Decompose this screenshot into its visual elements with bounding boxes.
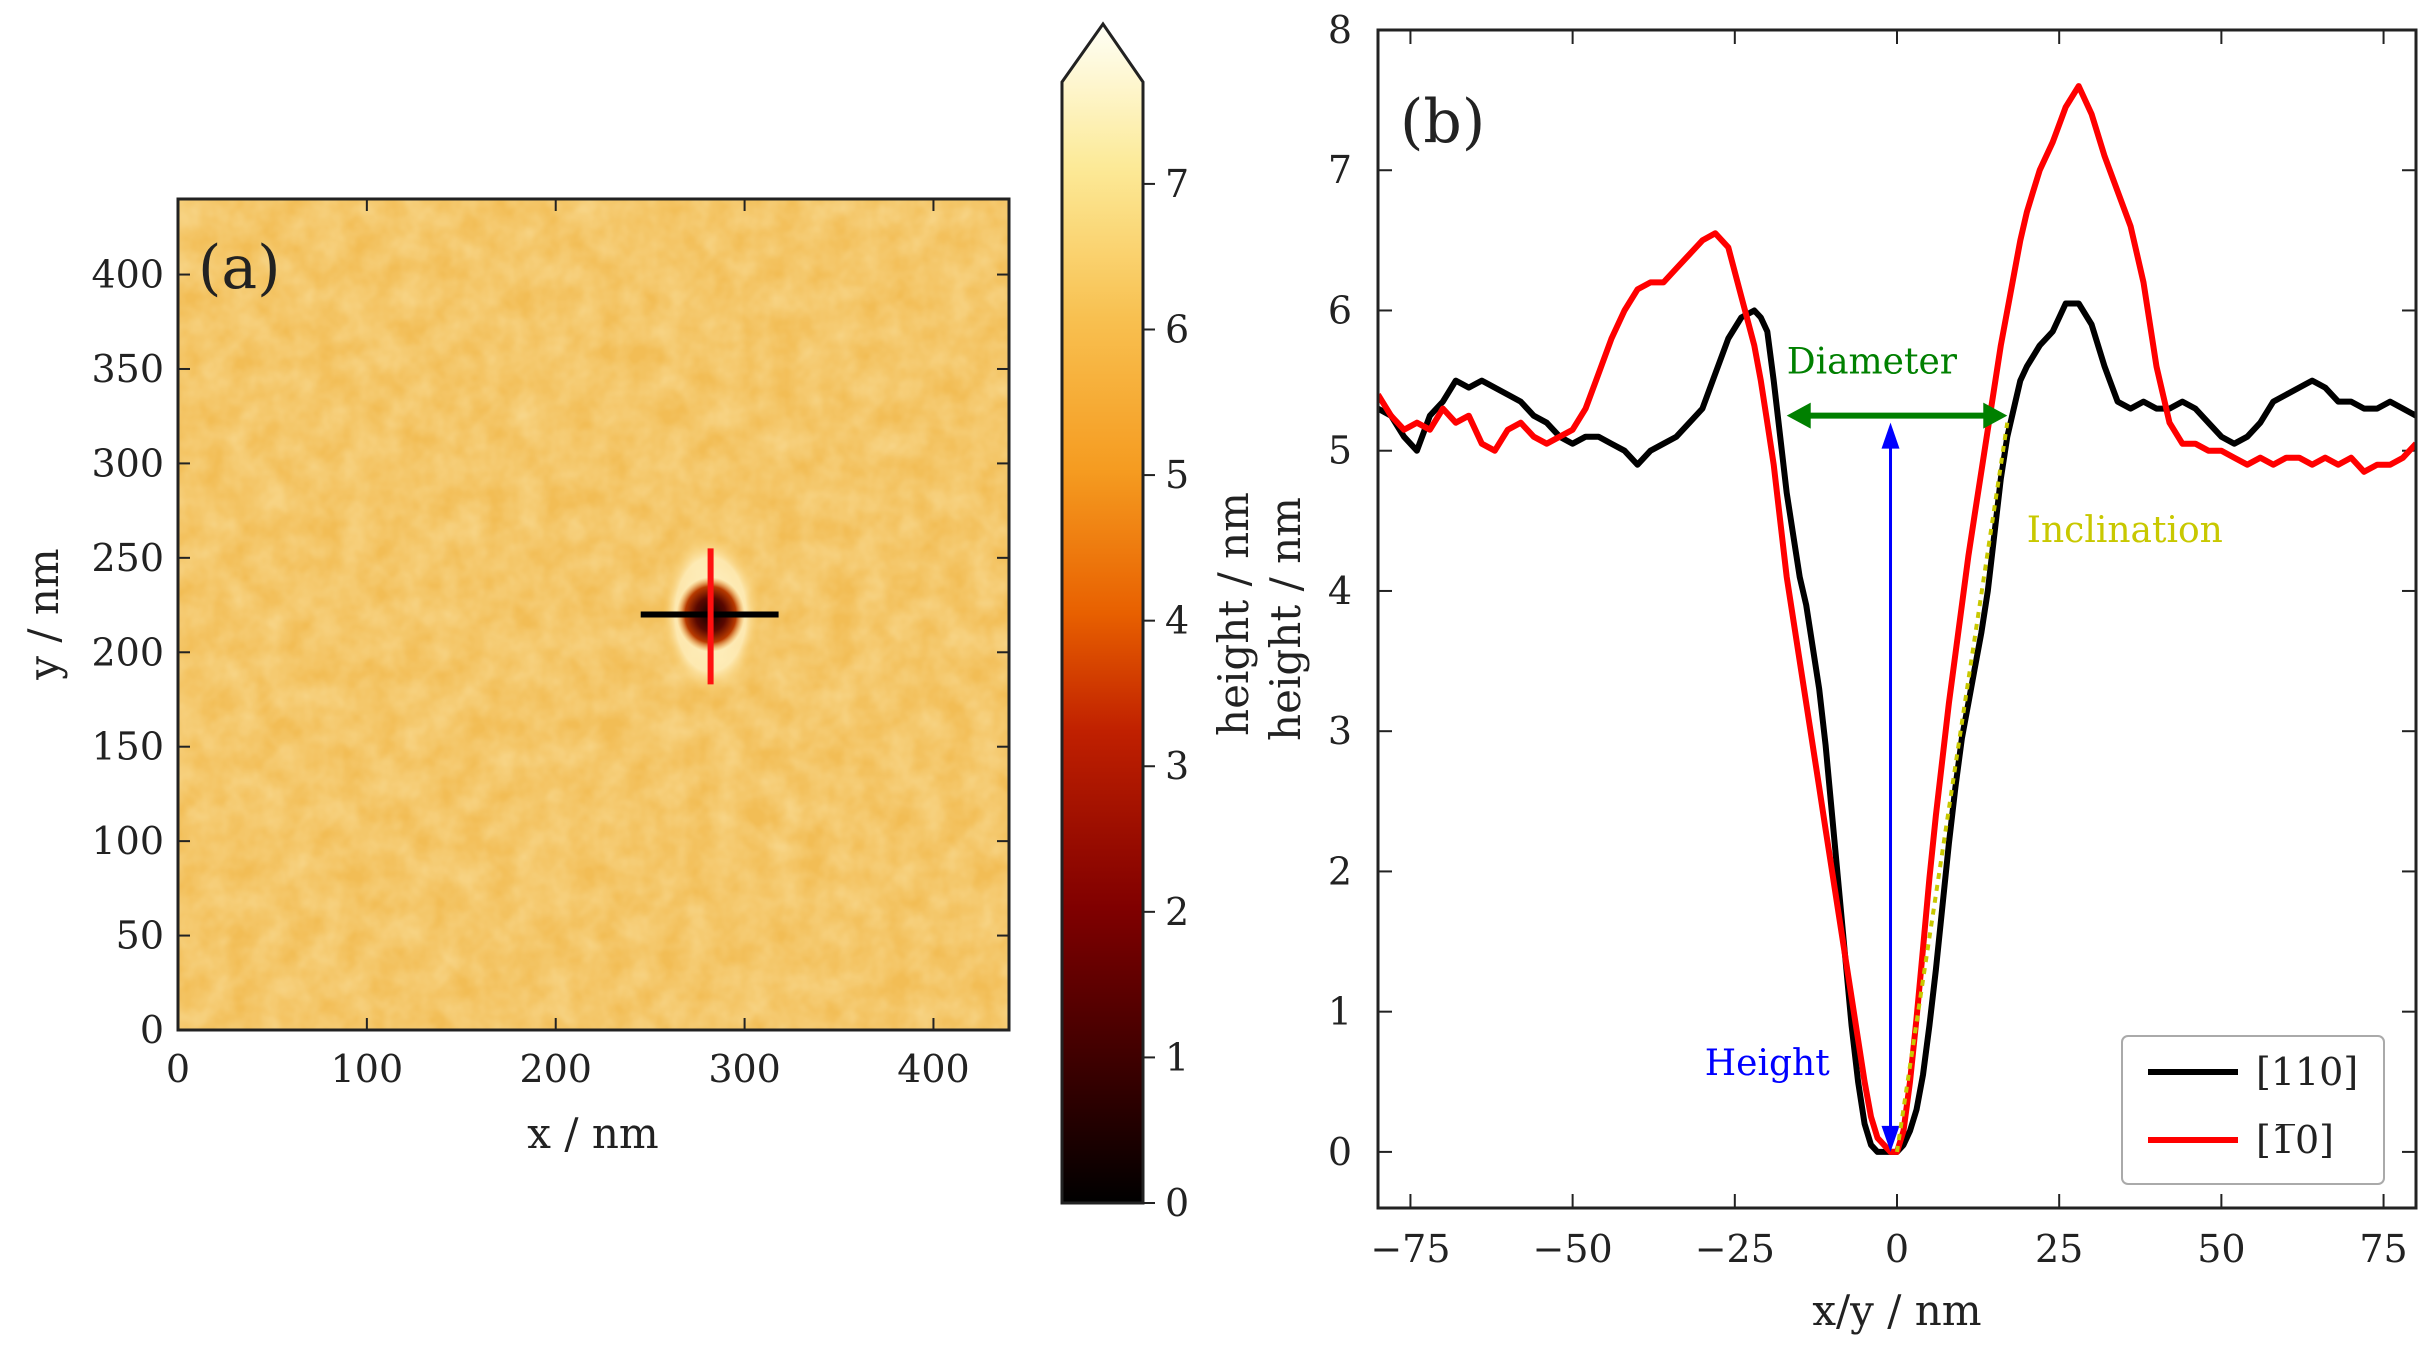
series-110-line (1378, 300, 2416, 1155)
colorbar-tick-label: 6 (1165, 307, 1189, 351)
profile-x-tick-label: −75 (1370, 1227, 1450, 1271)
inclination-line (1895, 422, 2010, 1153)
heatmap-x-tick-label: 100 (331, 1047, 404, 1091)
diameter-arrowhead-left (1786, 402, 1811, 429)
legend-entry-1-10: [1̅0] (2256, 1118, 2334, 1162)
heatmap-y-tick-label: 0 (140, 1008, 164, 1052)
colorbar-tick-label: 7 (1165, 162, 1189, 206)
panel-b-profile-chart: height / nm −75 −50 −25 0 25 50 75 0 1 2 3 4 5 6 7 8 (… (1261, 8, 2418, 1335)
colorbar-tick-label: 2 (1165, 890, 1189, 934)
profile-x-tick-label: 0 (1885, 1227, 1909, 1271)
profile-y-tick-label: 4 (1328, 569, 1352, 613)
height-arrowhead-top (1881, 422, 1900, 449)
colorbar-scale (1060, 21, 1145, 1205)
annotation-height-label: Height (1705, 1043, 1830, 1084)
profile-y-tick-label: 2 (1328, 849, 1352, 893)
heatmap-x-axis-label: x / nm (527, 1109, 658, 1158)
heatmap-y-tick-label: 50 (116, 914, 164, 958)
heatmap-x-tick-label: 400 (897, 1047, 970, 1091)
profile-x-tick-label: 25 (2035, 1227, 2083, 1271)
heatmap-y-tick-label: 200 (91, 630, 164, 674)
colorbar-tick-label: 5 (1165, 453, 1189, 497)
heatmap-texture (178, 199, 1009, 1030)
profile-x-tick-label: −50 (1533, 1227, 1613, 1271)
heatmap-y-tick-label: 350 (91, 347, 164, 391)
heatmap-y-tick-label: 150 (91, 725, 164, 769)
profile-x-axis-label: x/y / nm (1812, 1286, 1981, 1335)
heatmap-x-tick-label: 200 (519, 1047, 592, 1091)
profile-y-tick-label: 0 (1328, 1130, 1352, 1174)
heatmap-frame (176, 197, 1011, 1032)
heatmap-y-tick-label: 400 (91, 253, 164, 297)
series-1-10-line (1378, 83, 2416, 1155)
panel-a-label: (a) (198, 233, 281, 303)
profile-y-tick-label: 1 (1328, 990, 1352, 1034)
profile-y-tick-label: 5 (1328, 429, 1352, 473)
annotation-diameter-label: Diameter (1787, 342, 1958, 383)
colorbar-label: height / nm (1209, 492, 1258, 736)
heatmap-x-tick-label: 0 (166, 1047, 190, 1091)
panel-b-label: (b) (1400, 87, 1485, 157)
heatmap-x-tick-label: 300 (708, 1047, 781, 1091)
height-arrowhead-bottom (1881, 1125, 1900, 1152)
profile-x-tick-label: 75 (2359, 1227, 2407, 1271)
colorbar-tick-label: 4 (1165, 599, 1189, 643)
legend-entry-110: [110] (2256, 1050, 2358, 1094)
annotation-inclination-label: Inclination (2027, 510, 2223, 551)
profile-x-tick-label: 50 (2197, 1227, 2245, 1271)
profile-y-tick-label: 8 (1328, 8, 1352, 52)
profile-plot-frame (1376, 28, 2418, 1210)
heatmap-y-tick-label: 250 (91, 536, 164, 580)
colorbar-tick-label: 3 (1165, 744, 1189, 788)
profile-y-tick-label: 3 (1328, 709, 1352, 753)
diameter-arrowhead-right (1983, 402, 2008, 429)
profile-y-tick-label: 7 (1328, 148, 1352, 192)
profile-x-tick-label: −25 (1695, 1227, 1775, 1271)
colorbar-tick-label: 0 (1165, 1181, 1189, 1225)
colorbar: 0 1 2 3 4 5 6 7 height / nm (1060, 21, 1258, 1225)
profile-y-tick-label: 6 (1328, 288, 1352, 332)
heatmap-y-tick-label: 100 (91, 819, 164, 863)
panel-a-heatmap: 0 100 200 300 400 0 50 100 150 200 250 300 350 400 (… (19, 197, 1011, 1158)
legend: [110] [1̅0] (2121, 1035, 2385, 1185)
heatmap-y-tick-label: 300 (91, 441, 164, 485)
heatmap-y-axis-label: y / nm (19, 548, 68, 680)
colorbar-tick-label: 1 (1165, 1035, 1189, 1079)
profile-y-axis-label: height / nm (1261, 497, 1310, 741)
